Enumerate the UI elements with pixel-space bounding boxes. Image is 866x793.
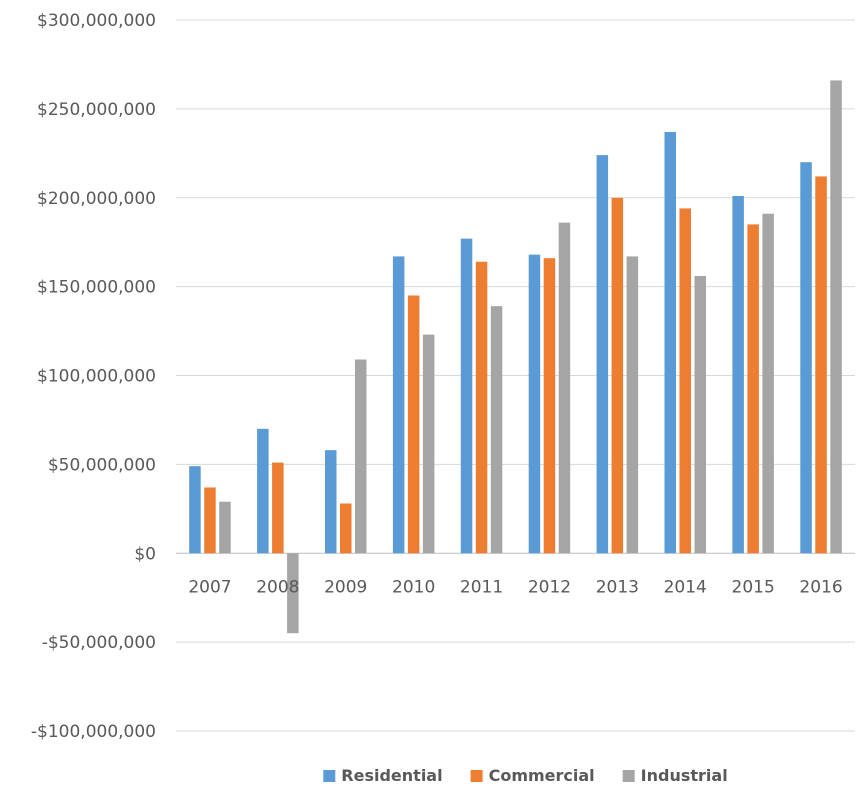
y-tick-label: -$50,000,000 xyxy=(42,633,156,653)
legend-label-industrial: Industrial xyxy=(641,766,728,785)
bar-commercial-2012 xyxy=(543,258,556,554)
bar-industrial-2012 xyxy=(558,222,571,554)
x-tick-label: 2007 xyxy=(188,577,231,597)
legend-label-residential: Residential xyxy=(341,766,442,785)
bar-commercial-2015 xyxy=(747,224,759,554)
bar-residential-2008 xyxy=(257,428,269,554)
y-tick-label: -$100,000,000 xyxy=(31,722,156,742)
bar-industrial-2016 xyxy=(830,80,842,554)
y-tick-label: $0 xyxy=(134,544,156,564)
gridlines xyxy=(176,19,855,732)
legend-swatch-industrial xyxy=(622,770,635,782)
bar-residential-2013 xyxy=(596,155,609,554)
y-tick-label: $100,000,000 xyxy=(37,367,156,387)
x-tick-label: 2014 xyxy=(664,577,707,597)
y-tick-label: $200,000,000 xyxy=(37,189,156,209)
x-tick-label: 2010 xyxy=(392,577,435,597)
bar-residential-2015 xyxy=(732,195,744,554)
legend-label-commercial: Commercial xyxy=(489,766,595,785)
bar-industrial-2009 xyxy=(355,359,367,554)
y-axis-labels: $300,000,000 $250,000,000 $200,000,000 $150… xyxy=(31,11,156,742)
bar-residential-2014 xyxy=(664,131,676,554)
x-tick-label: 2012 xyxy=(528,577,571,597)
y-tick-label: $150,000,000 xyxy=(37,278,156,298)
bar-commercial-2007 xyxy=(204,487,216,554)
bars xyxy=(189,80,842,634)
x-tick-label: 2016 xyxy=(799,577,842,597)
bar-residential-2016 xyxy=(800,162,812,554)
bar-commercial-2011 xyxy=(475,261,488,554)
bar-commercial-2016 xyxy=(815,176,827,554)
bar-residential-2011 xyxy=(460,238,473,554)
y-tick-label: $50,000,000 xyxy=(48,455,156,475)
bar-commercial-2013 xyxy=(611,197,624,554)
legend-swatch-commercial xyxy=(470,770,483,782)
bar-industrial-2007 xyxy=(219,501,231,554)
bar-residential-2007 xyxy=(189,466,201,554)
bar-industrial-2008 xyxy=(287,553,299,634)
bar-industrial-2015 xyxy=(762,213,774,554)
bar-residential-2009 xyxy=(325,450,337,554)
bar-commercial-2008 xyxy=(272,462,284,554)
x-axis-labels: 2007 2008 2009 2010 2011 2012 2013 2014 2015 2016 xyxy=(188,577,842,597)
bar-commercial-2009 xyxy=(340,503,352,554)
bar-industrial-2011 xyxy=(490,306,503,554)
bar-residential-2012 xyxy=(528,254,541,554)
x-tick-label: 2013 xyxy=(596,577,639,597)
x-tick-label: 2009 xyxy=(324,577,367,597)
y-tick-label: $300,000,000 xyxy=(37,11,156,31)
legend: Residential Commercial Industrial xyxy=(323,766,728,785)
legend-swatch-residential xyxy=(323,770,336,782)
y-tick-label: $250,000,000 xyxy=(37,100,156,120)
bar-commercial-2010 xyxy=(407,295,420,554)
bar-industrial-2013 xyxy=(626,256,639,554)
x-tick-label: 2015 xyxy=(732,577,775,597)
bar-commercial-2014 xyxy=(679,208,691,554)
x-tick-label: 2011 xyxy=(460,577,503,597)
bar-residential-2010 xyxy=(392,256,405,554)
bar-industrial-2010 xyxy=(422,334,435,554)
bar-industrial-2014 xyxy=(694,275,706,554)
x-tick-label: 2008 xyxy=(256,577,299,597)
